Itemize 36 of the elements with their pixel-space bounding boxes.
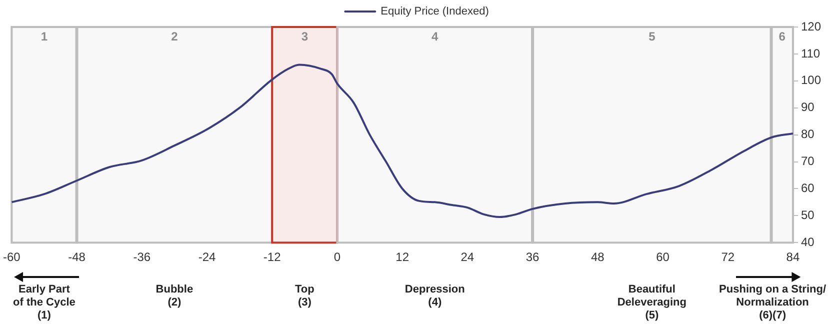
text: Early Part of the Cycle (1) <box>13 284 76 322</box>
text: Pushing on a String/ Normalization (6)(7) <box>719 284 826 322</box>
y-tick-label: 60 <box>800 181 815 196</box>
band-label: 1 <box>40 29 48 44</box>
x-tick-label: -36 <box>133 250 151 264</box>
x-tick-label: 0 <box>334 250 341 264</box>
x-tick-label: -12 <box>263 250 282 264</box>
x-tick-label: 60 <box>656 250 670 264</box>
x-tick-label: -24 <box>198 250 216 264</box>
y-tick-label: 70 <box>800 154 815 168</box>
band-label: 5 <box>648 29 656 44</box>
band-label: 3 <box>301 29 308 44</box>
band-label: 4 <box>432 29 439 44</box>
text: Depression (4) <box>404 284 466 309</box>
band-label: 2 <box>171 29 178 44</box>
x-tick-label: 12 <box>396 250 410 264</box>
x-tick-label: 72 <box>721 250 735 264</box>
x-tick-label: -60 <box>3 250 21 264</box>
x-tick-label: 24 <box>460 250 474 264</box>
text: Bubble (2) <box>156 284 194 309</box>
band-label: 6 <box>778 29 786 44</box>
y-tick-label: 100 <box>800 73 822 88</box>
x-tick-label: 84 <box>786 250 800 264</box>
y-tick-label: 40 <box>800 234 815 249</box>
y-tick-label: 110 <box>800 46 820 60</box>
y-tick-label: 90 <box>800 100 815 114</box>
y-tick-label: 50 <box>800 208 815 222</box>
text: Top (3) <box>294 284 315 309</box>
x-tick-label: 48 <box>590 250 605 264</box>
y-tick-label: 80 <box>800 127 815 142</box>
line-series <box>12 64 793 218</box>
x-tick-label: -48 <box>68 250 86 264</box>
y-tick-label: 120 <box>800 19 822 34</box>
text: Beautiful Deleveraging (5) <box>617 284 686 322</box>
legend-label: Equity Price (Indexed) <box>380 6 489 18</box>
x-tick-label: 36 <box>526 250 540 264</box>
